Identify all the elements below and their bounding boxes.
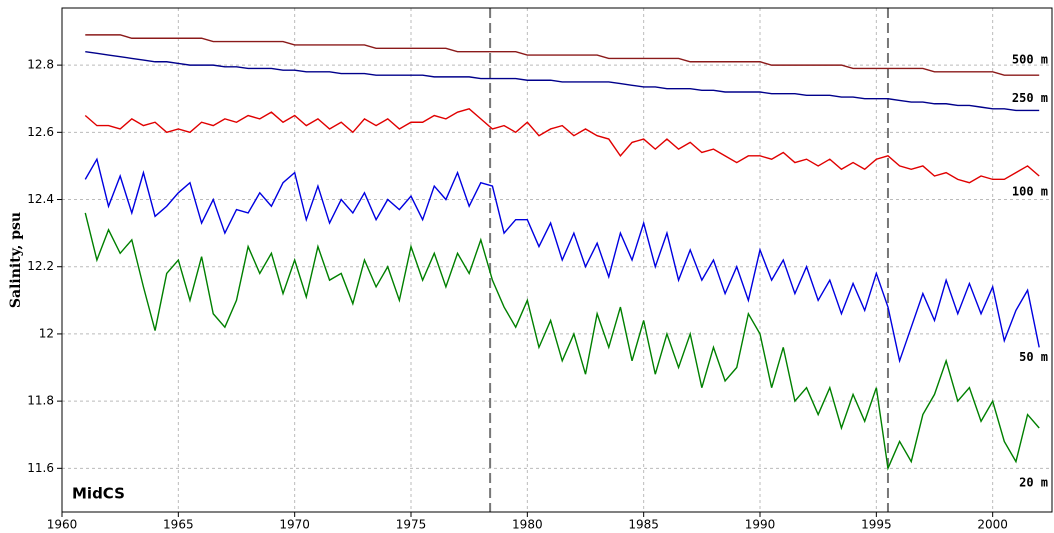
y-tick-label: 11.6 [27,461,54,475]
series-label: 50 m [1019,350,1048,364]
series-line [84,108,1040,184]
x-tick-label: 1985 [628,518,659,532]
x-tick-label: 1970 [279,518,310,532]
x-tick-label: 1995 [861,518,892,532]
y-tick-label: 12.6 [27,125,54,139]
y-tick-label: 12.8 [27,58,54,72]
y-tick-label: 12 [39,326,54,340]
y-tick-label: 11.8 [27,394,54,408]
x-tick-label: 1960 [47,518,78,532]
y-axis-label: Salinity, psu [8,212,24,308]
series-label: 250 m [1012,91,1048,105]
y-tick-label: 12.4 [27,192,54,206]
x-tick-label: 1975 [396,518,427,532]
x-tick-label: 1980 [512,518,543,532]
series-label: 20 m [1019,476,1048,490]
plot-border [61,7,1053,513]
series-line [85,50,1040,112]
series-label: 100 m [1012,185,1048,199]
x-tick-label: 2000 [977,518,1008,532]
series-line [84,157,1040,364]
x-tick-label: 1965 [163,518,194,532]
annotation: MidCS [72,485,125,503]
x-tick-label: 1990 [745,518,776,532]
series-label: 500 m [1012,53,1048,67]
y-tick-label: 12.2 [27,259,54,273]
series-line [84,212,1040,471]
plot-area [62,8,1052,512]
series-line [85,34,1040,76]
